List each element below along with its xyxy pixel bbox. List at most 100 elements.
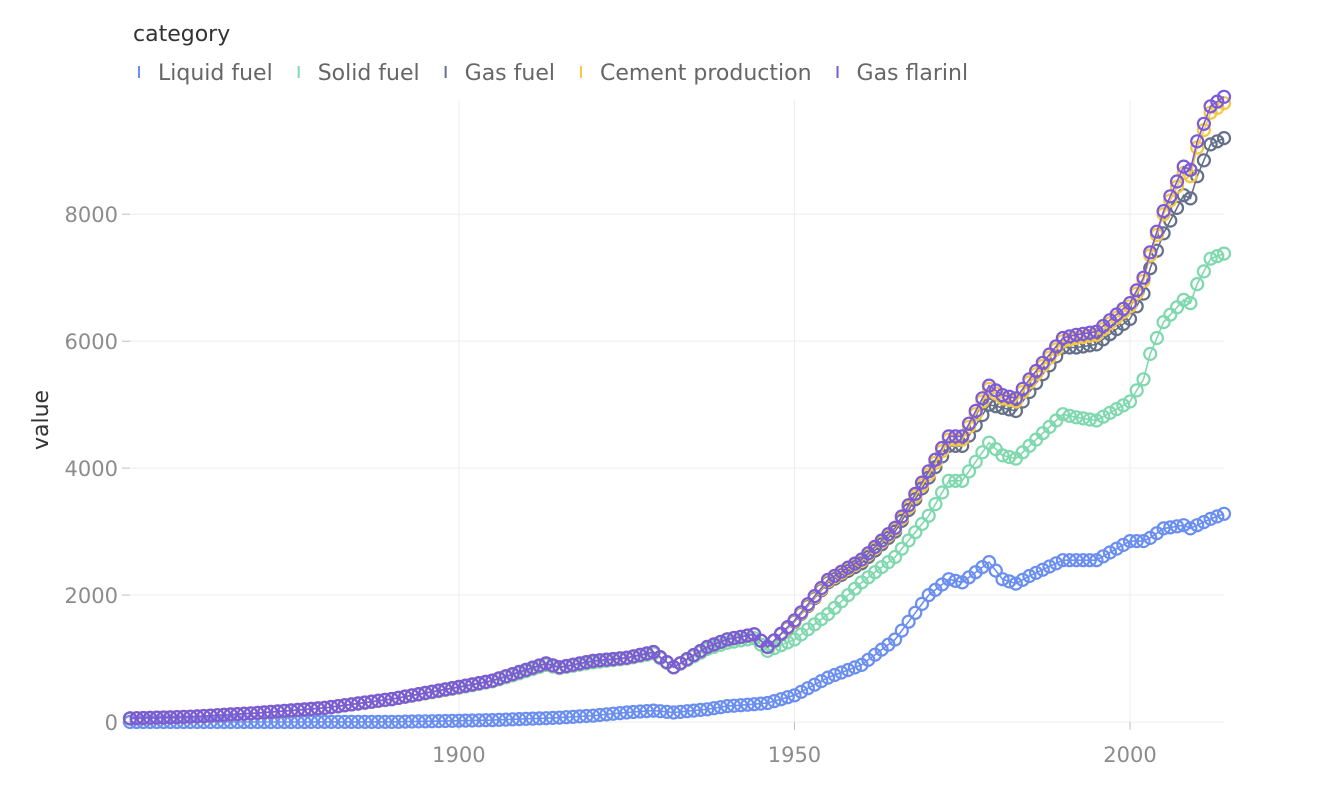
data-point [183, 709, 198, 724]
data-point [223, 707, 238, 722]
data-point [921, 508, 936, 523]
data-point [492, 712, 507, 727]
data-point [941, 429, 956, 444]
data-point [525, 660, 540, 675]
series-line [130, 513, 1225, 723]
data-point [438, 713, 453, 729]
data-point [639, 703, 654, 719]
data-point [585, 653, 601, 669]
data-point [210, 708, 225, 723]
x-tick-label: 2000 [1103, 743, 1156, 767]
x-tick-label: 1950 [768, 743, 821, 767]
data-point [606, 706, 621, 721]
data-point [968, 454, 983, 469]
data-point [908, 486, 923, 501]
data-point [820, 670, 836, 685]
data-point [1062, 408, 1077, 423]
axes: 0 2000 4000 6000 8000 1900 1950 2000 [65, 203, 1157, 767]
data-point [304, 701, 319, 717]
data-point [129, 711, 144, 726]
data-point [465, 713, 480, 728]
data-point [357, 695, 372, 710]
data-point [572, 709, 587, 724]
data-point [377, 714, 393, 730]
data-point [1136, 533, 1151, 549]
data-point [250, 705, 265, 721]
data-point [424, 714, 440, 729]
data-point [471, 675, 487, 691]
data-point [451, 679, 466, 695]
data-point [1176, 159, 1191, 174]
data-point [163, 710, 178, 725]
data-point [404, 714, 419, 729]
data-point [498, 669, 513, 684]
data-point [250, 714, 265, 730]
data-point [331, 698, 346, 714]
data-point [565, 657, 581, 672]
data-point [344, 714, 359, 730]
data-point [653, 704, 668, 719]
data-point [639, 646, 654, 661]
data-point [606, 651, 621, 667]
data-point [1002, 389, 1017, 404]
data-point [834, 665, 849, 680]
series-3 [122, 96, 1232, 726]
data-point [807, 677, 822, 692]
data-point [122, 711, 138, 726]
data-point [538, 711, 554, 726]
data-point [1122, 296, 1138, 311]
legend-label-4: Gas flarinl [857, 61, 969, 86]
data-point [230, 706, 245, 722]
data-point [377, 692, 393, 707]
data-point [445, 713, 460, 728]
data-point [968, 403, 983, 419]
data-point [659, 704, 675, 719]
data-point [512, 711, 527, 727]
data-point [1129, 533, 1144, 549]
series-line [129, 252, 1225, 720]
data-point [451, 713, 466, 728]
data-point [331, 714, 346, 730]
data-point [1075, 411, 1091, 426]
data-point [552, 660, 567, 675]
data-point [726, 630, 742, 646]
data-point [169, 709, 185, 725]
data-point [1055, 330, 1071, 346]
data-point [592, 707, 607, 723]
data-point [928, 452, 943, 467]
data-point [981, 554, 997, 570]
data-point [955, 429, 970, 444]
data-point [1082, 325, 1097, 340]
data-point [914, 596, 930, 612]
data-point [371, 693, 386, 708]
y-tick-label: 2000 [65, 584, 118, 608]
data-point [753, 696, 769, 711]
data-point [1008, 576, 1024, 591]
data-point [1210, 134, 1225, 149]
legend-title: category [133, 22, 230, 47]
data-point [740, 628, 755, 643]
data-point [934, 485, 950, 500]
data-point [794, 684, 809, 699]
data-point [995, 388, 1010, 403]
data-point [565, 709, 581, 724]
data-point [632, 704, 648, 719]
data-point [545, 658, 560, 673]
data-point [1008, 391, 1024, 406]
data-point [1022, 568, 1037, 584]
data-point [1002, 449, 1017, 465]
data-point [767, 640, 782, 656]
data-point [1190, 134, 1205, 149]
data-point [908, 605, 923, 620]
data-point [559, 658, 574, 674]
data-point [351, 714, 366, 730]
data-point [1196, 514, 1212, 530]
legend-label-2: Gas fuel [465, 61, 555, 86]
series-2 [122, 131, 1232, 726]
data-point [418, 685, 433, 701]
data-point [901, 614, 916, 629]
data-point [337, 698, 352, 713]
data-point [733, 698, 748, 713]
data-point [545, 710, 560, 726]
data-point [720, 632, 735, 647]
